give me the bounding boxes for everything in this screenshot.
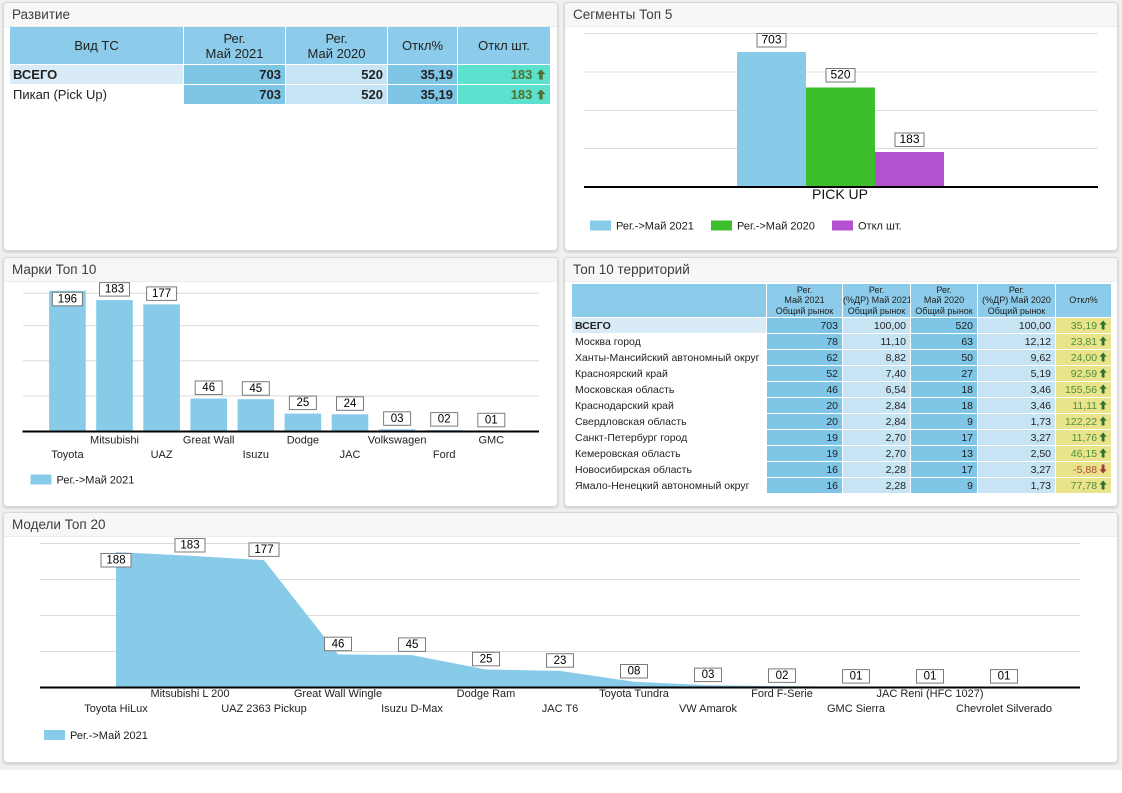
svg-text:Toyota Tundra: Toyota Tundra <box>599 688 670 700</box>
svg-text:Рег.->Май 2021: Рег.->Май 2021 <box>616 221 694 233</box>
svg-text:Mitsubishi: Mitsubishi <box>90 435 139 447</box>
svg-text:Рег.->Май 2020: Рег.->Май 2020 <box>737 221 815 233</box>
svg-text:Dodge: Dodge <box>287 435 319 447</box>
svg-text:23: 23 <box>554 655 567 667</box>
svg-text:03: 03 <box>702 669 715 681</box>
svg-text:Volkswagen: Volkswagen <box>368 435 427 447</box>
svg-text:VW Amarok: VW Amarok <box>679 703 738 715</box>
svg-text:08: 08 <box>628 666 641 678</box>
svg-text:GMC: GMC <box>478 435 504 447</box>
svg-text:Рег.->Май 2021: Рег.->Май 2021 <box>57 475 135 487</box>
svg-text:25: 25 <box>480 653 493 665</box>
svg-text:Mitsubishi L 200: Mitsubishi L 200 <box>150 688 229 700</box>
svg-text:JAC Reni (HFC 1027): JAC Reni (HFC 1027) <box>877 688 984 700</box>
svg-text:45: 45 <box>249 383 262 395</box>
svg-text:183: 183 <box>899 132 919 146</box>
svg-text:183: 183 <box>105 284 124 296</box>
svg-text:Chevrolet Silverado: Chevrolet Silverado <box>956 703 1052 715</box>
svg-text:177: 177 <box>254 544 273 556</box>
svg-text:46: 46 <box>332 638 345 650</box>
svg-text:03: 03 <box>391 413 404 425</box>
svg-text:177: 177 <box>152 288 171 300</box>
svg-text:Isuzu: Isuzu <box>243 449 269 461</box>
svg-text:Ford: Ford <box>433 449 456 461</box>
svg-text:01: 01 <box>924 671 937 683</box>
svg-text:Great Wall Wingle: Great Wall Wingle <box>294 688 382 700</box>
svg-text:02: 02 <box>438 414 451 426</box>
svg-text:24: 24 <box>344 398 357 410</box>
svg-text:25: 25 <box>297 397 310 409</box>
svg-text:01: 01 <box>850 671 863 683</box>
svg-text:UAZ 2363 Pickup: UAZ 2363 Pickup <box>221 703 307 715</box>
svg-text:46: 46 <box>202 382 215 394</box>
svg-text:183: 183 <box>180 540 199 552</box>
svg-text:Ford F-Serie: Ford F-Serie <box>751 688 813 700</box>
svg-text:Toyota HiLux: Toyota HiLux <box>84 703 148 715</box>
svg-text:UAZ: UAZ <box>151 449 173 461</box>
svg-text:703: 703 <box>761 33 781 47</box>
svg-text:196: 196 <box>58 293 77 305</box>
svg-text:JAC: JAC <box>340 449 361 461</box>
svg-text:GMC Sierra: GMC Sierra <box>827 703 886 715</box>
svg-text:02: 02 <box>776 670 789 682</box>
svg-text:Рег.->Май 2021: Рег.->Май 2021 <box>70 730 148 742</box>
svg-text:45: 45 <box>406 639 419 651</box>
svg-text:PICK UP: PICK UP <box>812 186 868 202</box>
svg-text:Toyota: Toyota <box>51 449 84 461</box>
svg-text:520: 520 <box>830 68 850 82</box>
svg-text:Откл шт.: Откл шт. <box>858 221 902 233</box>
svg-text:Great Wall: Great Wall <box>183 435 235 447</box>
svg-text:188: 188 <box>106 555 125 567</box>
svg-text:JAC T6: JAC T6 <box>542 703 578 715</box>
svg-text:Isuzu D-Max: Isuzu D-Max <box>381 703 443 715</box>
svg-text:01: 01 <box>998 671 1011 683</box>
svg-text:Dodge Ram: Dodge Ram <box>457 688 516 700</box>
svg-text:01: 01 <box>485 414 498 426</box>
